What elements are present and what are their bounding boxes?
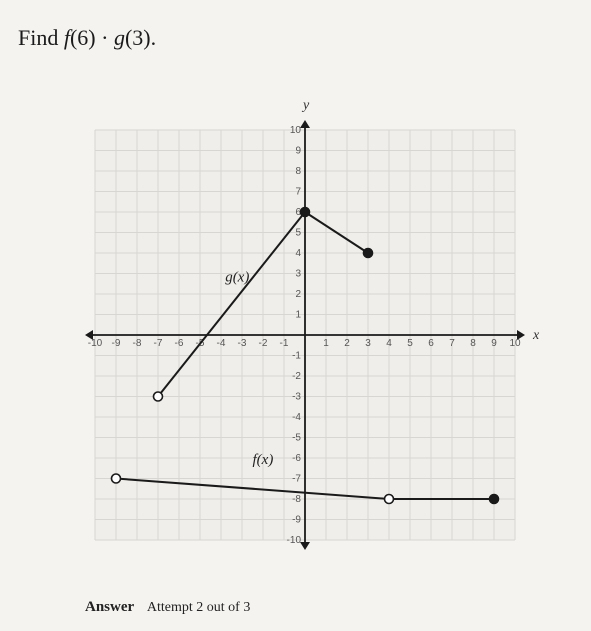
svg-text:-4: -4 xyxy=(217,338,226,349)
svg-text:-5: -5 xyxy=(292,433,301,444)
svg-text:6: 6 xyxy=(428,338,434,349)
svg-text:3: 3 xyxy=(295,269,301,280)
svg-text:-9: -9 xyxy=(112,338,121,349)
x-axis-label: x xyxy=(533,328,539,344)
svg-text:-6: -6 xyxy=(292,453,301,464)
svg-text:-1: -1 xyxy=(280,338,289,349)
svg-text:1: 1 xyxy=(295,310,301,321)
svg-text:4: 4 xyxy=(295,248,301,259)
svg-text:5: 5 xyxy=(295,228,301,239)
y-axis-label: y xyxy=(303,98,309,114)
svg-text:2: 2 xyxy=(344,338,350,349)
svg-text:4: 4 xyxy=(386,338,392,349)
svg-text:10: 10 xyxy=(509,338,521,349)
answer-label: Answer xyxy=(85,599,134,615)
attempt-text: Attempt 2 out of 3 xyxy=(147,600,250,615)
svg-text:10: 10 xyxy=(290,125,302,136)
svg-text:5: 5 xyxy=(407,338,413,349)
svg-text:-7: -7 xyxy=(292,474,301,485)
svg-text:8: 8 xyxy=(470,338,476,349)
svg-text:7: 7 xyxy=(295,187,301,198)
svg-text:-7: -7 xyxy=(154,338,163,349)
question-text: Find f(6) · g(3). xyxy=(18,25,156,51)
svg-text:-2: -2 xyxy=(292,371,301,382)
svg-text:-10: -10 xyxy=(88,338,103,349)
svg-text:-6: -6 xyxy=(175,338,184,349)
chart-svg: -10 -9 -8 -7 -6 -5 -4 -3 -2 -1 1 2 3 4 5 6 7 8 9 10 -10 -9 -8 -… xyxy=(80,115,530,555)
svg-text:8: 8 xyxy=(295,166,301,177)
svg-text:-10: -10 xyxy=(287,535,302,546)
svg-text:9: 9 xyxy=(295,146,301,157)
svg-text:2: 2 xyxy=(295,289,301,300)
svg-text:-4: -4 xyxy=(292,412,301,423)
answer-row: Answer Attempt 2 out of 3 xyxy=(85,599,250,616)
coordinate-chart: -10 -9 -8 -7 -6 -5 -4 -3 -2 -1 1 2 3 4 5 6 7 8 9 10 -10 -9 -8 -… xyxy=(80,115,530,555)
svg-text:-8: -8 xyxy=(292,494,301,505)
svg-text:-2: -2 xyxy=(259,338,268,349)
svg-text:1: 1 xyxy=(323,338,329,349)
svg-text:7: 7 xyxy=(449,338,455,349)
svg-text:-9: -9 xyxy=(292,515,301,526)
svg-text:-8: -8 xyxy=(133,338,142,349)
svg-text:9: 9 xyxy=(491,338,497,349)
svg-text:f(x): f(x) xyxy=(253,452,274,468)
svg-text:3: 3 xyxy=(365,338,371,349)
svg-text:g(x): g(x) xyxy=(225,270,249,286)
svg-text:-1: -1 xyxy=(292,351,301,362)
svg-text:-3: -3 xyxy=(292,392,301,403)
svg-text:-3: -3 xyxy=(238,338,247,349)
